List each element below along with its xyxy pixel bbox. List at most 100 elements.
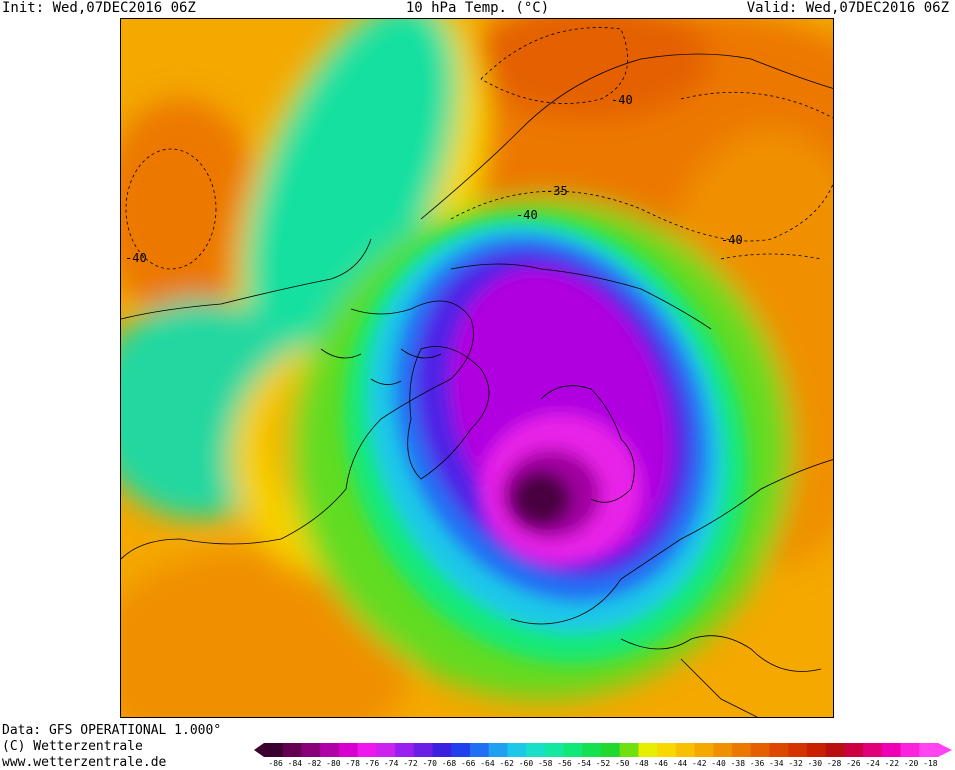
scale-tick-label: -54 <box>576 759 591 768</box>
scale-swatch <box>713 743 733 757</box>
coast-africa <box>680 658 758 717</box>
coast-greenland <box>407 346 490 480</box>
scale-tick-label: -20 <box>903 759 919 768</box>
scale-tick-label: -34 <box>769 759 784 768</box>
scale-swatch <box>357 743 377 757</box>
scale-swatch <box>881 743 902 757</box>
scale-tick-label: -74 <box>383 759 399 768</box>
scale-swatch <box>526 743 546 757</box>
coast-europe <box>510 459 833 672</box>
scale-tick-label: -28 <box>826 759 842 768</box>
scale-tick-label: -18 <box>923 759 938 768</box>
vortex-core-2 <box>511 471 571 527</box>
scale-swatch <box>469 743 490 757</box>
scale-tick-label: -30 <box>807 759 823 768</box>
scale-tick-label: -64 <box>480 759 495 768</box>
contour-label-east: -40 <box>721 233 743 247</box>
contour-east <box>680 91 833 260</box>
scale-tick-label: -84 <box>287 759 303 768</box>
scale-tick-label: -60 <box>518 759 534 768</box>
scale-tick-label: -26 <box>846 759 861 768</box>
scale-tick-label: -78 <box>345 759 360 768</box>
scale-swatch <box>657 743 677 757</box>
green-band-pacific <box>244 19 458 359</box>
scale-swatch <box>413 743 433 757</box>
scale-tick-label: -46 <box>653 759 668 768</box>
scale-swatch <box>619 743 639 757</box>
scale-swatch <box>338 743 359 757</box>
scale-swatch <box>844 743 864 757</box>
scale-tick-label: -44 <box>672 759 688 768</box>
scale-swatch <box>544 743 565 757</box>
scale-swatch <box>638 743 658 757</box>
map-panel: -40 -40 -40 -35 -40 <box>120 18 834 718</box>
scale-tick-label: -86 <box>268 759 283 768</box>
scale-arrow-high <box>938 743 952 757</box>
contour-label-siberia-core: -35 <box>546 184 568 198</box>
contour-label-siberia-west: -40 <box>516 208 538 222</box>
website-label: www.wetterzentrale.de <box>2 755 167 770</box>
scale-swatch <box>863 743 883 757</box>
contour-pacific <box>125 148 217 270</box>
scale-tick-label: -68 <box>441 759 457 768</box>
scale-swatch <box>806 743 827 757</box>
scale-tick-label: -38 <box>730 759 746 768</box>
coast-arctic-islands <box>320 348 442 385</box>
scale-tick-label: -42 <box>692 759 707 768</box>
valid-time-label: Valid: Wed,07DEC2016 06Z <box>746 0 949 16</box>
coast-north-america <box>121 238 474 560</box>
scale-swatch <box>395 743 415 757</box>
contour-label-pacific: -40 <box>125 251 147 265</box>
contour-siberia <box>450 182 833 242</box>
scale-swatch <box>432 743 452 757</box>
scale-swatch <box>376 743 396 757</box>
scale-tick-label: -40 <box>711 759 726 768</box>
coast-scandinavia <box>540 385 635 503</box>
scale-swatch <box>900 743 920 757</box>
scale-swatch <box>282 743 302 757</box>
map-title: 10 hPa Temp. (°C) <box>405 0 550 16</box>
scale-tick-label: -76 <box>364 759 380 768</box>
scale-swatch <box>919 743 939 757</box>
scale-tick-label: -66 <box>460 759 476 768</box>
scale-tick-label: -50 <box>615 759 630 768</box>
scale-swatch <box>582 743 602 757</box>
scale-swatch <box>488 743 508 757</box>
warm-region-pacific <box>121 99 261 319</box>
color-scale-ticks: -86 -84 -82 -80 -78 -76 -74 -72 -70 -68 -66 -64 -62-… <box>264 759 948 770</box>
warm-region-north <box>471 19 711 119</box>
copyright-label: (C) Wetterzentrale <box>2 739 143 754</box>
scale-tick-label: -52 <box>595 759 611 768</box>
scale-tick-label: -58 <box>537 759 553 768</box>
scale-tick-label: -48 <box>634 759 649 768</box>
scale-tick-label: -24 <box>865 759 880 768</box>
init-time-label: Init: Wed,07DEC2016 06Z <box>2 0 196 16</box>
scale-swatch <box>451 743 471 757</box>
scale-tick-label: -70 <box>422 759 437 768</box>
scale-tick-label: -36 <box>749 759 765 768</box>
scale-tick-label: -82 <box>306 759 322 768</box>
scale-swatch <box>320 743 340 757</box>
scale-tick-label: -72 <box>403 759 418 768</box>
scale-swatch <box>601 743 621 757</box>
scale-arrow-low <box>254 743 264 757</box>
scale-swatch <box>750 743 770 757</box>
scale-swatch <box>732 743 752 757</box>
scale-tick-label: -56 <box>557 759 572 768</box>
color-scale-bar <box>254 743 952 757</box>
scale-swatch <box>769 743 789 757</box>
scale-swatch <box>301 743 321 757</box>
contour-north <box>480 27 628 104</box>
contour-label-north: -40 <box>611 93 633 107</box>
temperature-map: -40 -40 -40 -35 -40 <box>121 19 833 717</box>
coast-eurasia-north <box>420 53 833 330</box>
scale-swatch <box>563 743 583 757</box>
scale-tick-label: -80 <box>326 759 341 768</box>
scale-swatch <box>675 743 696 757</box>
scale-swatch <box>788 743 808 757</box>
data-source-label: Data: GFS OPERATIONAL 1.000° <box>2 723 222 738</box>
scale-swatch <box>264 743 284 757</box>
scale-swatch <box>694 743 714 757</box>
scale-tick-label: -62 <box>499 759 514 768</box>
scale-swatch <box>825 743 845 757</box>
